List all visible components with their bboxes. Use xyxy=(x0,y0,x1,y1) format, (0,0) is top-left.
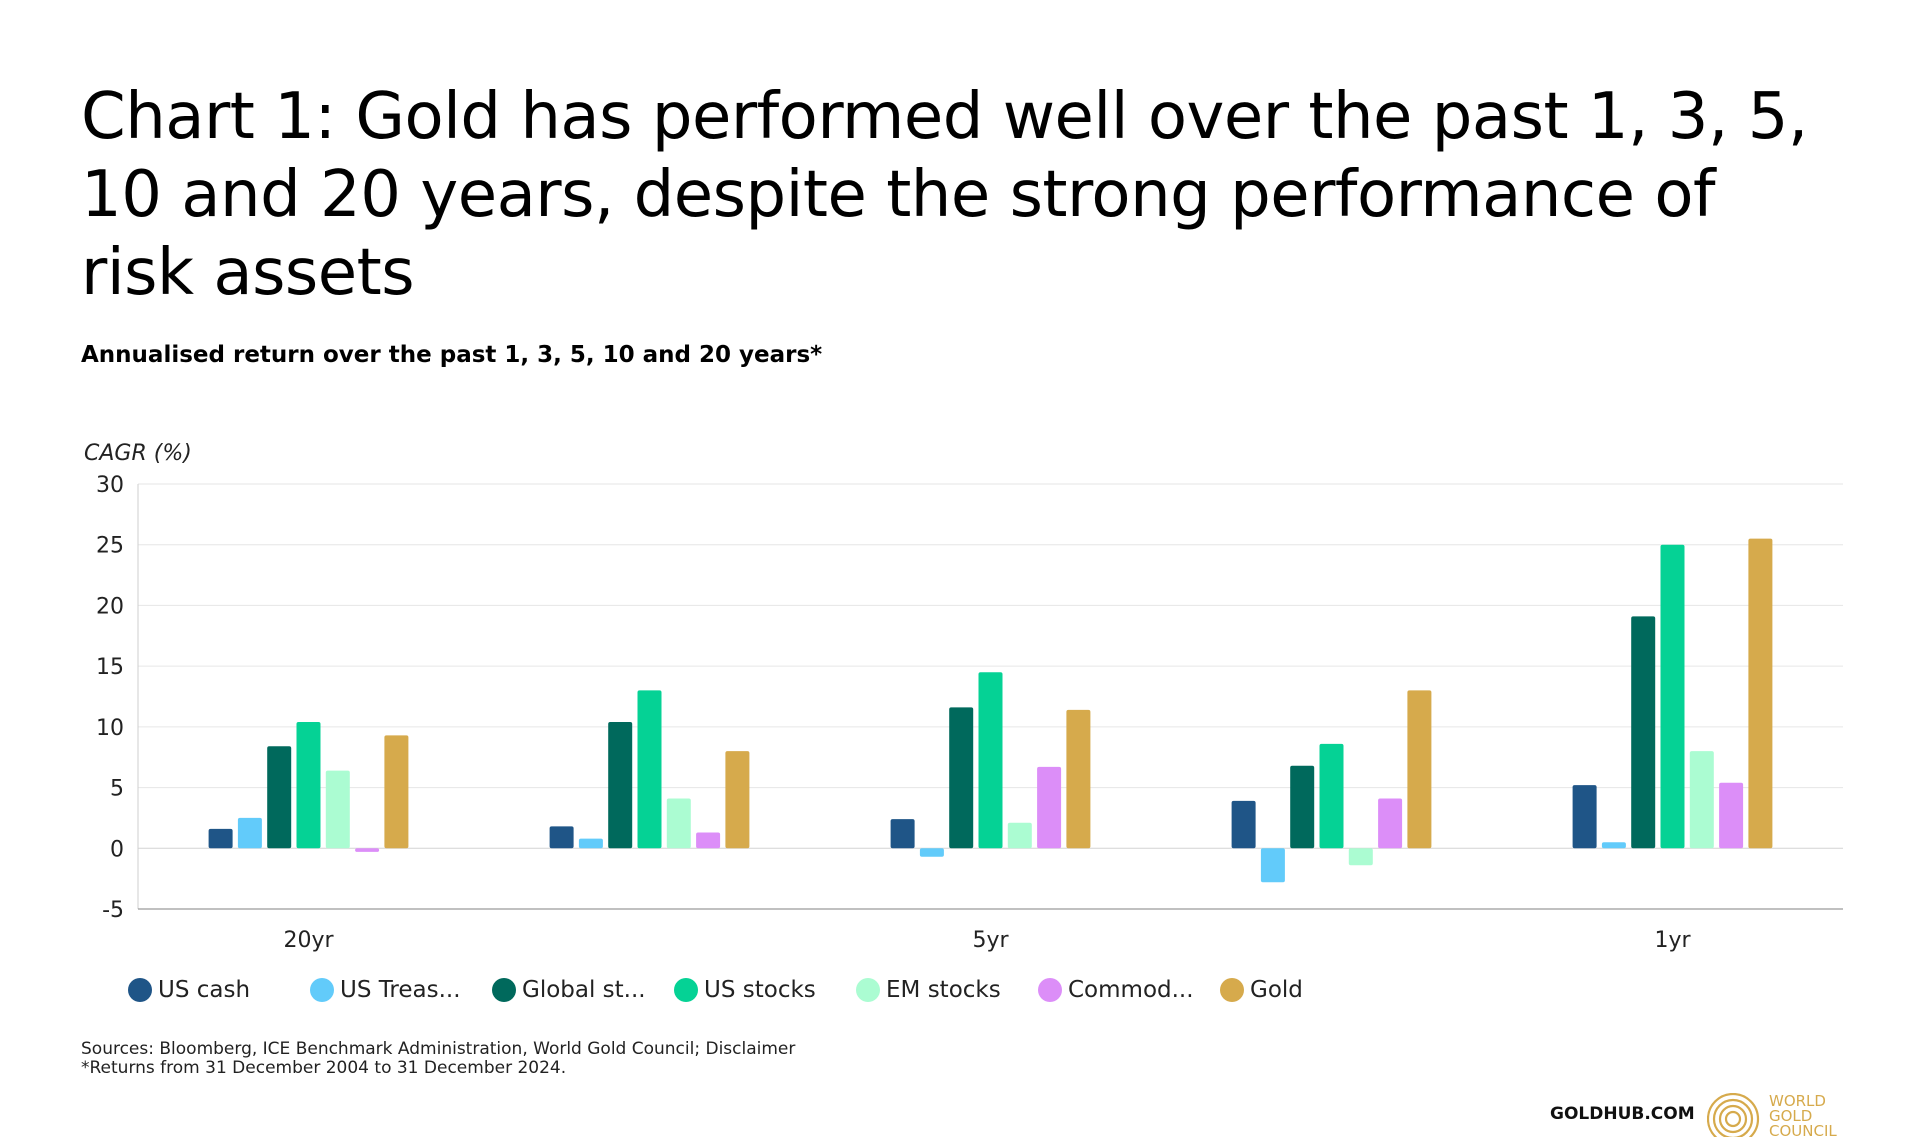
legend-swatch-icon xyxy=(492,978,516,1002)
bar-20yr-em-stocks[interactable] xyxy=(325,770,350,849)
logo-text-gold: GOLD xyxy=(1769,1107,1812,1125)
axes xyxy=(137,484,1843,910)
bar-3yr-us-cash[interactable] xyxy=(1231,800,1256,849)
y-tick-label: 30 xyxy=(96,473,124,498)
bar-20yr-commod-[interactable] xyxy=(355,848,380,852)
bar-10yr-us-treas-[interactable] xyxy=(578,838,603,849)
bar-20yr-gold[interactable] xyxy=(384,735,409,849)
logo-text-council: COUNCIL xyxy=(1769,1122,1837,1137)
bar-20yr-us-stocks[interactable] xyxy=(296,722,321,849)
legend-label: Global st... xyxy=(522,977,646,1003)
bar-1yr-commod-[interactable] xyxy=(1719,782,1744,849)
bar-5yr-us-cash[interactable] xyxy=(890,819,915,849)
goldhub-link[interactable]: GOLDHUB.COM xyxy=(1550,1104,1695,1124)
bar-3yr-commod-[interactable] xyxy=(1378,798,1403,849)
legend-swatch-icon xyxy=(310,978,334,1002)
y-tick-label: 20 xyxy=(96,594,124,619)
bar-10yr-us-stocks[interactable] xyxy=(637,690,662,849)
bar-10yr-global-st-[interactable] xyxy=(608,722,633,849)
y-tick-label: 15 xyxy=(96,655,124,680)
bar-3yr-em-stocks[interactable] xyxy=(1348,848,1373,866)
bar-5yr-em-stocks[interactable] xyxy=(1007,822,1032,849)
legend-swatch-icon xyxy=(1038,978,1062,1002)
bar-5yr-us-stocks[interactable] xyxy=(978,672,1003,849)
bar-3yr-global-st-[interactable] xyxy=(1290,765,1315,849)
legend-swatch-icon xyxy=(1220,978,1244,1002)
legend-label: Commod... xyxy=(1068,977,1194,1003)
legend-label: US Treas... xyxy=(340,977,461,1003)
sources-text: Sources: Bloomberg, ICE Benchmark Admini… xyxy=(81,1039,796,1059)
bar-5yr-commod-[interactable] xyxy=(1037,766,1062,849)
legend-item[interactable]: US cash xyxy=(128,977,310,1003)
legend-item[interactable]: US stocks xyxy=(674,977,856,1003)
chart-subtitle: Annualised return over the past 1, 3, 5,… xyxy=(81,342,823,368)
page-title: Chart 1: Gold has performed well over th… xyxy=(81,80,1808,310)
y-axis-title: CAGR (%) xyxy=(84,441,192,466)
bar-1yr-us-cash[interactable] xyxy=(1572,785,1597,849)
legend-swatch-icon xyxy=(674,978,698,1002)
legend-label: Gold xyxy=(1250,977,1303,1003)
bar-10yr-em-stocks[interactable] xyxy=(666,798,691,849)
legend-item[interactable]: Global st... xyxy=(492,977,674,1003)
bar-3yr-us-treas-[interactable] xyxy=(1260,848,1285,883)
bar-20yr-us-treas-[interactable] xyxy=(237,817,262,849)
bar-10yr-gold[interactable] xyxy=(725,751,750,849)
bars xyxy=(208,538,1773,883)
bar-5yr-global-st-[interactable] xyxy=(949,707,974,849)
logo-ring xyxy=(1712,1098,1754,1137)
logo-ring xyxy=(1724,1110,1742,1128)
gold-rings-icon xyxy=(1707,1093,1760,1137)
bar-1yr-us-treas-[interactable] xyxy=(1601,842,1626,849)
axis-labels: CAGR (%) -5 0 5 10 15 20 25 30 20yr 5yr 1yr xyxy=(84,441,1691,953)
legend-item[interactable]: Gold xyxy=(1220,977,1402,1003)
y-tick-label: 25 xyxy=(96,534,124,559)
legend-item[interactable]: EM stocks xyxy=(856,977,1038,1003)
bar-1yr-global-st-[interactable] xyxy=(1631,616,1656,849)
logo-text-world: WORLD xyxy=(1769,1093,1826,1110)
y-tick-label: 10 xyxy=(96,716,124,741)
bar-1yr-us-stocks[interactable] xyxy=(1660,544,1685,849)
logo-ring xyxy=(1718,1104,1748,1134)
y-tick-label: 0 xyxy=(110,837,124,862)
bar-1yr-gold[interactable] xyxy=(1748,538,1773,849)
bar-3yr-us-stocks[interactable] xyxy=(1319,743,1344,849)
legend-label: US cash xyxy=(158,977,251,1003)
world-gold-council-logo: WORLD GOLD COUNCIL xyxy=(1707,1093,1837,1137)
y-tick-label: -5 xyxy=(102,898,124,923)
bar-10yr-commod-[interactable] xyxy=(696,832,721,849)
bar-5yr-gold[interactable] xyxy=(1066,709,1091,849)
logo-ring xyxy=(1707,1093,1760,1137)
source-note: Sources: Bloomberg, ICE Benchmark Admini… xyxy=(81,1040,795,1078)
bar-20yr-global-st-[interactable] xyxy=(267,746,292,849)
bar-10yr-us-cash[interactable] xyxy=(549,826,574,849)
legend-swatch-icon xyxy=(856,978,880,1002)
legend-label: US stocks xyxy=(704,977,816,1003)
y-tick-label: 5 xyxy=(110,777,124,802)
legend-item[interactable]: US Treas... xyxy=(310,977,492,1003)
legend-label: EM stocks xyxy=(886,977,1001,1003)
bar-1yr-em-stocks[interactable] xyxy=(1689,751,1714,849)
x-tick-label: 1yr xyxy=(1654,928,1691,953)
x-tick-label: 5yr xyxy=(972,928,1009,953)
bar-20yr-us-cash[interactable] xyxy=(208,828,233,849)
x-tick-label: 20yr xyxy=(283,928,334,953)
bar-5yr-us-treas-[interactable] xyxy=(919,848,944,857)
footnote-text: *Returns from 31 December 2004 to 31 Dec… xyxy=(81,1058,567,1078)
legend: US cash US Treas... Global st... US stocks E… xyxy=(128,973,1402,1007)
bar-3yr-gold[interactable] xyxy=(1407,690,1432,849)
bar-chart: CAGR (%) -5 0 5 10 15 20 25 30 20yr 5yr 1yr xyxy=(84,441,1843,953)
legend-item[interactable]: Commod... xyxy=(1038,977,1220,1003)
legend-swatch-icon xyxy=(128,978,152,1002)
